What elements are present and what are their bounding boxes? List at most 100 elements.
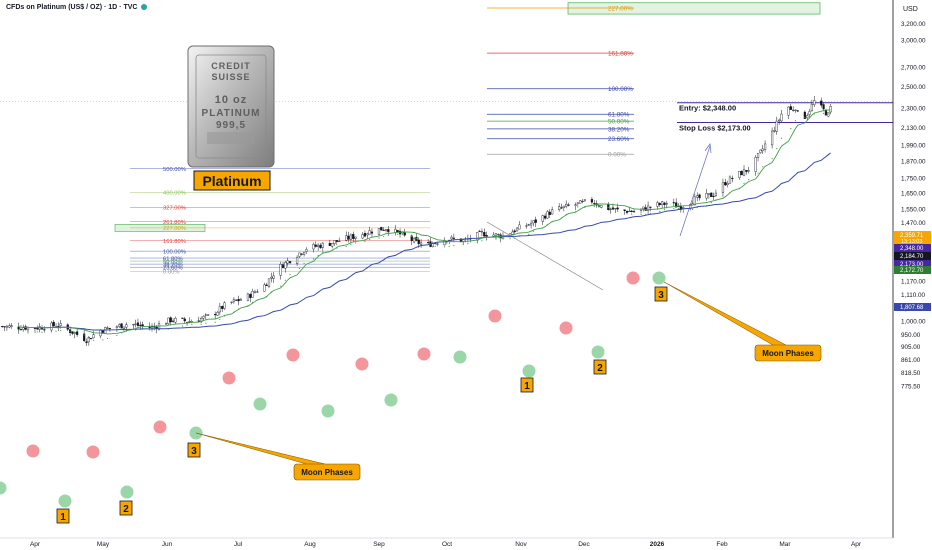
candle[interactable] <box>525 223 528 229</box>
candle[interactable] <box>333 240 336 246</box>
candle[interactable] <box>312 242 315 253</box>
candle[interactable] <box>415 233 418 242</box>
candle[interactable] <box>188 317 191 323</box>
candle[interactable] <box>658 202 661 207</box>
candle[interactable] <box>57 322 60 332</box>
candle[interactable] <box>581 199 584 204</box>
candle[interactable] <box>314 241 317 248</box>
candle[interactable] <box>239 297 243 301</box>
candle[interactable] <box>630 209 633 213</box>
candle[interactable] <box>646 201 650 215</box>
new-moon-icon[interactable] <box>652 271 666 285</box>
candle[interactable] <box>328 239 331 247</box>
candle[interactable] <box>73 332 76 339</box>
candle[interactable] <box>527 223 530 226</box>
candle[interactable] <box>771 127 774 149</box>
candle[interactable] <box>10 323 13 329</box>
candle[interactable] <box>331 242 334 249</box>
candle[interactable] <box>672 198 675 207</box>
target-zone-box[interactable] <box>567 2 821 15</box>
candle[interactable] <box>50 320 53 333</box>
candle[interactable] <box>747 166 750 174</box>
candle[interactable] <box>235 299 238 301</box>
candle[interactable] <box>728 175 732 184</box>
candle[interactable] <box>745 169 748 175</box>
new-moon-icon[interactable] <box>453 350 467 364</box>
candle[interactable] <box>92 330 95 339</box>
candle[interactable] <box>712 192 715 200</box>
candle[interactable] <box>54 323 58 328</box>
candle[interactable] <box>207 314 210 317</box>
candle[interactable] <box>167 317 170 326</box>
candle[interactable] <box>763 140 767 153</box>
candle[interactable] <box>534 216 537 228</box>
candle[interactable] <box>300 253 303 256</box>
candle[interactable] <box>742 165 746 177</box>
candle[interactable] <box>335 240 338 246</box>
candle[interactable] <box>661 201 664 209</box>
candle[interactable] <box>232 297 235 304</box>
candle[interactable] <box>8 323 11 329</box>
candle[interactable] <box>83 329 86 343</box>
candle[interactable] <box>71 331 74 336</box>
candle[interactable] <box>288 260 292 265</box>
candle[interactable] <box>338 237 341 242</box>
candle[interactable] <box>696 192 699 202</box>
candle[interactable] <box>305 247 308 254</box>
candle[interactable] <box>380 226 383 231</box>
candle[interactable] <box>349 233 352 244</box>
candle[interactable] <box>141 321 144 330</box>
candle[interactable] <box>576 202 579 208</box>
candle[interactable] <box>200 316 203 323</box>
candle[interactable] <box>541 214 544 225</box>
candle[interactable] <box>518 221 521 230</box>
candle[interactable] <box>822 102 825 112</box>
price-axis[interactable] <box>893 0 932 550</box>
candle[interactable] <box>19 324 23 331</box>
candle[interactable] <box>295 255 299 266</box>
candle[interactable] <box>377 228 381 236</box>
candle[interactable] <box>5 324 9 331</box>
candle[interactable] <box>529 219 533 229</box>
candle[interactable] <box>270 272 273 283</box>
candle[interactable] <box>714 189 718 197</box>
candle[interactable] <box>574 202 577 211</box>
candle[interactable] <box>632 209 636 213</box>
candle[interactable] <box>483 228 486 237</box>
candle[interactable] <box>515 227 519 232</box>
new-moon-icon[interactable] <box>0 481 7 495</box>
new-moon-icon[interactable] <box>321 404 335 418</box>
candle[interactable] <box>22 324 25 331</box>
candle[interactable] <box>810 99 813 112</box>
candle[interactable] <box>384 229 388 233</box>
candle[interactable] <box>562 205 565 212</box>
candle[interactable] <box>492 231 495 237</box>
candle[interactable] <box>169 316 172 326</box>
candle[interactable] <box>398 228 402 238</box>
candle[interactable] <box>317 242 320 251</box>
candle[interactable] <box>251 288 254 298</box>
candle[interactable] <box>778 118 781 125</box>
candle[interactable] <box>675 198 678 208</box>
candle[interactable] <box>181 317 184 319</box>
candle[interactable] <box>707 193 711 199</box>
candle[interactable] <box>230 301 233 305</box>
candle[interactable] <box>583 199 586 203</box>
candle[interactable] <box>558 203 561 212</box>
candle[interactable] <box>118 323 121 329</box>
candle[interactable] <box>382 227 385 231</box>
candle[interactable] <box>284 260 287 273</box>
candle[interactable] <box>756 153 760 162</box>
candle[interactable] <box>394 225 397 236</box>
candle[interactable] <box>705 188 708 201</box>
candle[interactable] <box>820 97 823 108</box>
candle[interactable] <box>794 109 797 113</box>
candle[interactable] <box>253 289 257 294</box>
candle[interactable] <box>808 108 811 119</box>
full-moon-icon[interactable] <box>86 445 100 459</box>
candle[interactable] <box>265 282 268 286</box>
candle[interactable] <box>368 226 371 235</box>
candle[interactable] <box>136 318 140 328</box>
new-moon-icon[interactable] <box>591 345 605 359</box>
